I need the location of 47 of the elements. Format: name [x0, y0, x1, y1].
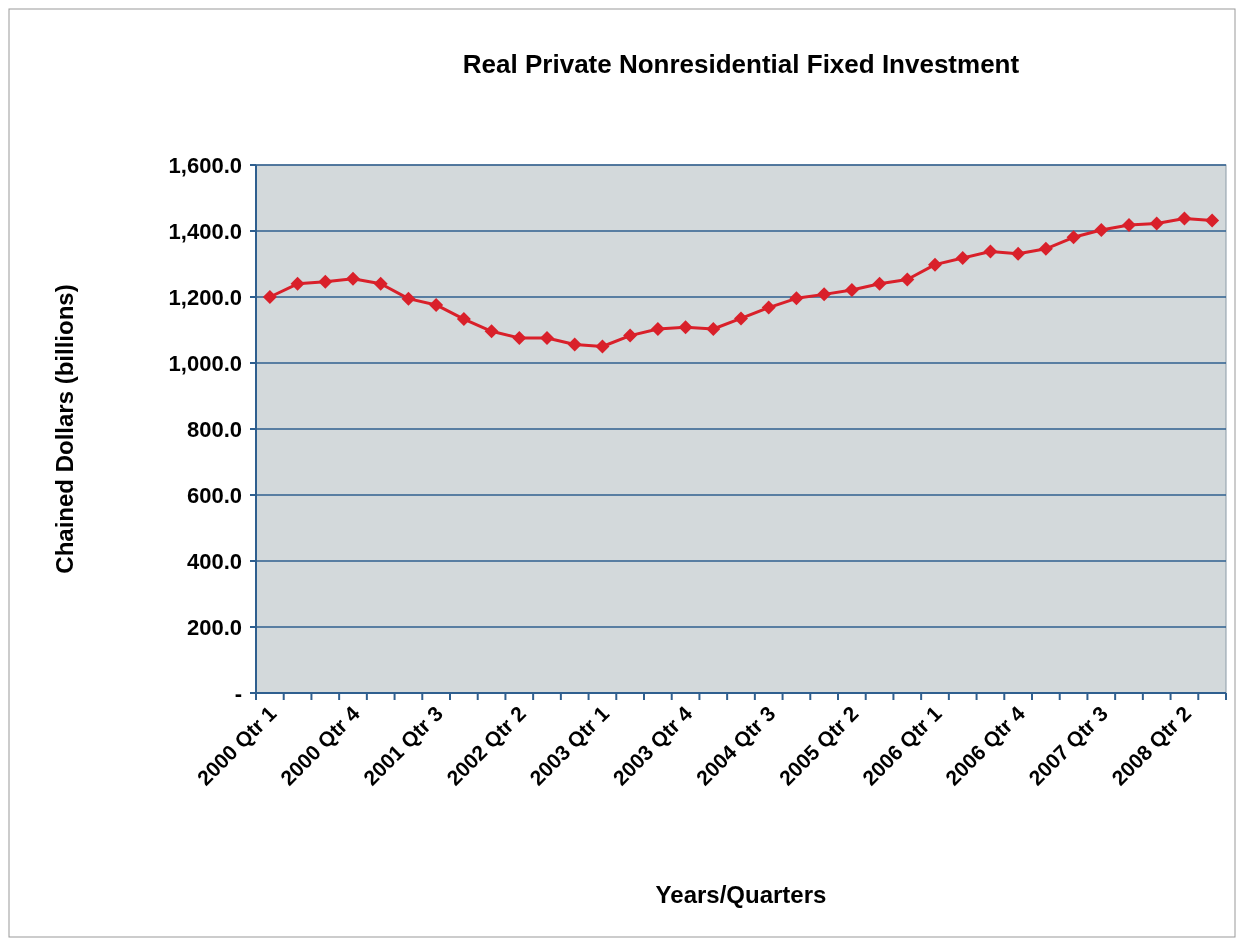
- y-tick-label: -: [234, 680, 242, 706]
- point: [761, 300, 776, 315]
- x-axis-title: Years/Quarters: [655, 881, 827, 908]
- y-tick-label: 1,400.0: [168, 218, 242, 244]
- y-tick-label: 800.0: [186, 416, 242, 442]
- point: [955, 251, 970, 266]
- point: [318, 274, 333, 289]
- y-tick-label: 200.0: [186, 614, 242, 640]
- point: [623, 328, 638, 343]
- point: [1066, 230, 1081, 245]
- point: [983, 244, 998, 259]
- point: [650, 322, 665, 337]
- point: [567, 337, 582, 352]
- point: [900, 272, 915, 287]
- point: [401, 291, 416, 306]
- point: [512, 330, 527, 345]
- point: [872, 276, 887, 291]
- point: [1205, 213, 1220, 228]
- point: [595, 339, 610, 354]
- y-tick-label: 1,000.0: [168, 350, 242, 376]
- y-tick-label: 600.0: [186, 482, 242, 508]
- point: [290, 276, 305, 291]
- point: [1122, 218, 1136, 233]
- point: [346, 271, 360, 286]
- point: [484, 324, 499, 339]
- point: [844, 283, 859, 298]
- point: [1094, 223, 1109, 238]
- point: [706, 322, 721, 337]
- point: [928, 257, 942, 272]
- point: [262, 290, 277, 304]
- point: [734, 311, 748, 326]
- point: [678, 320, 693, 335]
- point: [456, 312, 471, 327]
- point: [1177, 211, 1192, 226]
- y-tick-label: 400.0: [186, 548, 242, 574]
- point: [429, 297, 444, 312]
- chart-title: Real Private Nonresidential Fixed Investment: [462, 49, 1020, 79]
- point: [1149, 216, 1164, 231]
- point: [789, 291, 804, 306]
- point: [540, 330, 554, 345]
- point: [373, 276, 388, 291]
- point: [1011, 246, 1026, 261]
- y-axis-title: Chained Dollars (billions): [51, 284, 78, 574]
- point: [817, 287, 832, 302]
- y-tick-label: 1,200.0: [168, 284, 242, 310]
- point: [1038, 241, 1053, 256]
- y-tick-label: 1,600.0: [168, 152, 242, 178]
